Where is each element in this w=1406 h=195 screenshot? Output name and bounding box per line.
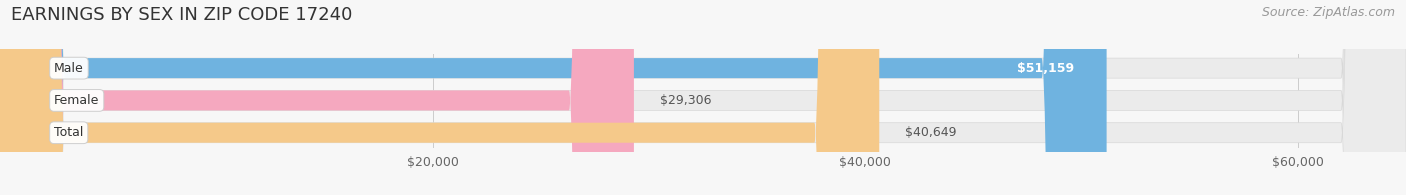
Text: $29,306: $29,306 [659, 94, 711, 107]
Text: Total: Total [53, 126, 83, 139]
FancyBboxPatch shape [0, 0, 634, 195]
Text: Source: ZipAtlas.com: Source: ZipAtlas.com [1261, 6, 1395, 19]
FancyBboxPatch shape [0, 0, 1107, 195]
Text: $40,649: $40,649 [905, 126, 956, 139]
FancyBboxPatch shape [0, 0, 879, 195]
Text: $51,159: $51,159 [1017, 62, 1074, 75]
Text: Female: Female [53, 94, 100, 107]
Text: EARNINGS BY SEX IN ZIP CODE 17240: EARNINGS BY SEX IN ZIP CODE 17240 [11, 6, 353, 24]
Text: Male: Male [53, 62, 84, 75]
